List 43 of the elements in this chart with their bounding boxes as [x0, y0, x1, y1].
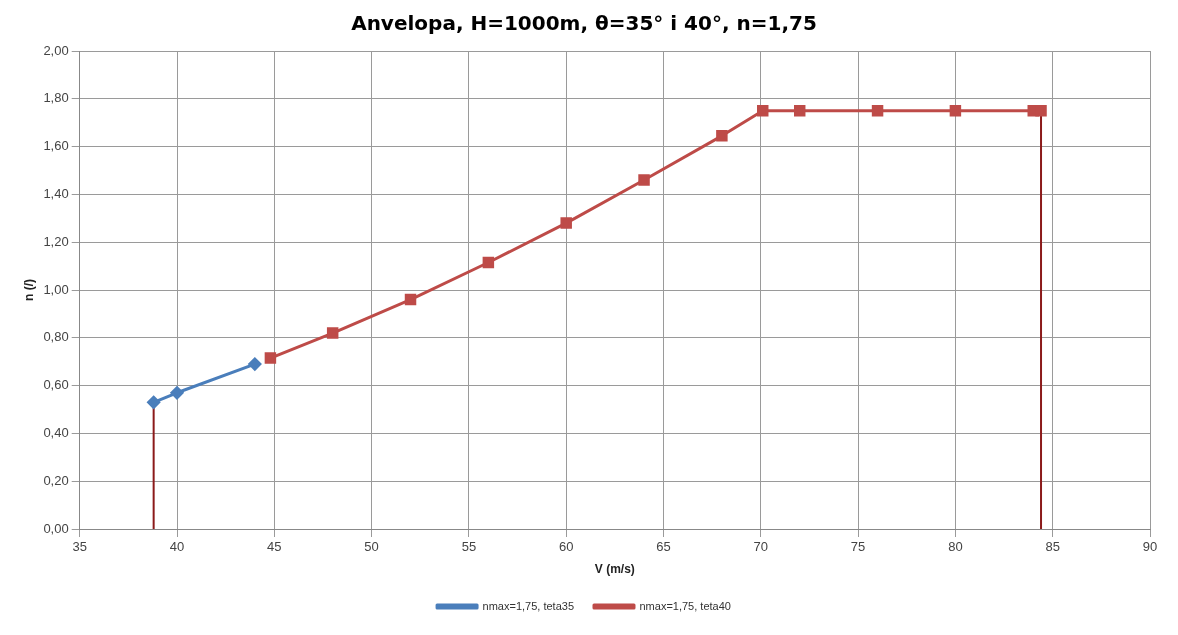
- point: [871, 105, 884, 117]
- x-tick-label: 65: [656, 539, 671, 555]
- point: [716, 130, 728, 142]
- x-tick-label: 45: [267, 539, 282, 555]
- x-tick-label: 40: [169, 539, 185, 555]
- chart-title: Anvelopa, H=1000m, θ=35° i 40°, n=1,75: [351, 11, 817, 36]
- point: [147, 395, 161, 409]
- point: [1035, 105, 1047, 117]
- y-tick-label: 1,20: [43, 233, 69, 249]
- x-tick-label: 55: [461, 539, 477, 555]
- y-tick-label: 1,80: [43, 90, 69, 106]
- x-tick-label: 70: [753, 539, 769, 555]
- y-tick-label: 0,20: [43, 472, 69, 488]
- point: [793, 105, 806, 117]
- y-axis-title: n (/): [21, 279, 36, 301]
- point: [326, 327, 339, 339]
- y-tick-label: 1,00: [43, 281, 69, 297]
- y-tick-label: 0,60: [43, 377, 69, 393]
- point: [949, 105, 962, 117]
- y-tick-label: 0,40: [43, 424, 69, 440]
- point: [482, 256, 495, 269]
- legend-label: nmax=1,75, teta40: [639, 599, 731, 612]
- y-tick-label: 1,40: [43, 185, 69, 201]
- x-tick-label: 50: [364, 539, 379, 555]
- y-tick-label: 2,00: [43, 42, 69, 58]
- y-tick-label: 1,60: [43, 138, 69, 154]
- y-tick-label: 0,80: [43, 329, 69, 345]
- point: [248, 357, 262, 371]
- x-tick-label: 35: [72, 539, 87, 555]
- point: [560, 217, 572, 229]
- point: [170, 386, 184, 400]
- x-tick-label: 75: [850, 539, 866, 555]
- legend-label: nmax=1,75, teta35: [482, 599, 575, 612]
- x-tick-label: 80: [948, 539, 963, 555]
- x-axis-title: V (m/s): [594, 562, 635, 577]
- point: [264, 352, 277, 364]
- x-tick-label: 60: [558, 539, 574, 555]
- x-tick-label: 90: [1142, 539, 1158, 555]
- point: [404, 293, 417, 306]
- x-tick-label: 85: [1045, 539, 1060, 555]
- point: [638, 174, 650, 186]
- y-tick-label: 0,00: [43, 520, 69, 536]
- point: [757, 105, 769, 117]
